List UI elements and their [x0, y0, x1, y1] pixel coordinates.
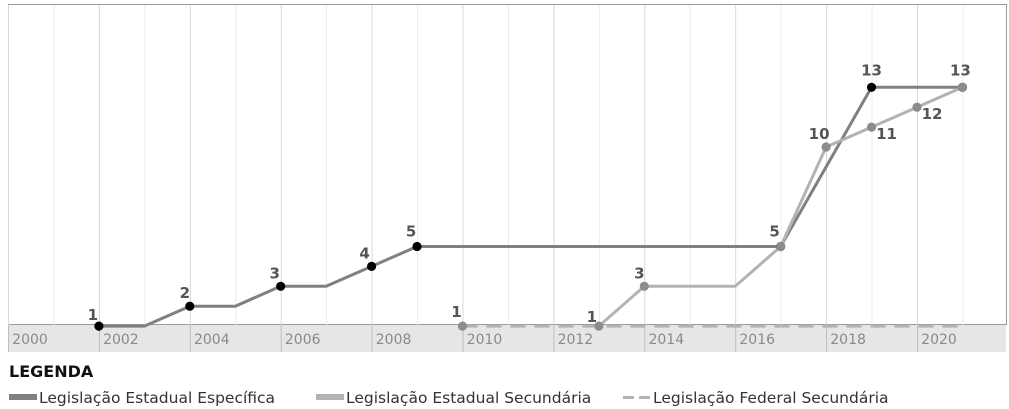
series-line-1	[98, 85, 963, 328]
x-tick-label-2004: 2004	[194, 332, 230, 348]
x-tick-label-2008: 2008	[376, 332, 412, 348]
x-tick-label-2016: 2016	[739, 332, 775, 348]
series-1-marker-4	[276, 281, 286, 291]
series-2-marker-7	[957, 82, 968, 92]
legend-title: LEGENDA	[9, 362, 94, 381]
x-axis-ticks: 2000 2002 2004 2006 2008 2010 2012 2014 2016 2018…	[8, 325, 957, 352]
series-2-marker-5	[866, 122, 877, 132]
x-tick-label-2020: 2020	[921, 332, 957, 348]
legend-swatch-federal-secundaria	[623, 396, 653, 399]
data-series	[94, 82, 968, 331]
series-line-2	[597, 85, 964, 328]
series-2-marker-1	[639, 281, 649, 291]
series-1-marker-9	[866, 82, 877, 92]
x-tick-label-2014: 2014	[648, 332, 684, 348]
legislation-timeline-chart: 2000 2002 2004 2006 2008 2010 2012 2014 2016 2018…	[8, 4, 1007, 352]
series-1-marker-2	[185, 301, 195, 311]
plot-frame	[8, 4, 1007, 325]
data-label-s1-4: 3	[269, 264, 279, 282]
x-tick-label-2000: 2000	[12, 332, 48, 348]
x-tick-label-2012: 2012	[558, 332, 594, 348]
series-2-marker-6	[912, 102, 922, 112]
legend-swatch-estadual-especifica	[9, 394, 37, 400]
x-tick-label-2006: 2006	[285, 332, 321, 348]
data-label-s2-4: 10	[809, 125, 830, 143]
legend-swatch-estadual-secundaria	[316, 394, 344, 400]
x-tick-label-2018: 2018	[830, 332, 866, 348]
data-label-s1-0: 1	[88, 306, 98, 324]
x-tick-label-2010: 2010	[467, 332, 503, 348]
data-label-s2-1: 3	[634, 264, 644, 282]
series-1-marker-7	[412, 241, 422, 252]
data-label-s1-10: 13	[950, 61, 971, 79]
grid-lines	[8, 5, 964, 325]
series-2-marker-0	[594, 321, 604, 331]
legend-label-estadual-secundaria: Legislação Estadual Secundária	[346, 389, 592, 407]
series-2-marker-3	[776, 241, 786, 252]
series-3-marker-0	[457, 321, 468, 331]
data-label-s1-9: 13	[861, 61, 882, 79]
data-label-s1-6: 4	[359, 244, 369, 262]
data-label-s2-5: 11	[876, 125, 897, 143]
legend-label-federal-secundaria: Legislação Federal Secundária	[653, 389, 889, 407]
data-label-s1-2: 2	[180, 284, 190, 302]
data-label-s1-7: 5	[406, 223, 416, 241]
legend-label-estadual-especifica: Legislação Estadual Específica	[39, 389, 276, 407]
x-axis-band	[9, 325, 1006, 352]
series-1-marker-0	[94, 321, 104, 331]
data-label-s2-0: 1	[587, 308, 597, 326]
data-label-s2-6: 12	[922, 105, 943, 123]
series-2-marker-4	[821, 142, 831, 152]
series-1-marker-6	[367, 261, 377, 271]
data-label-s1-8: 5	[769, 223, 779, 241]
data-label-s3-0: 1	[451, 303, 461, 321]
x-tick-label-2002: 2002	[103, 332, 139, 348]
